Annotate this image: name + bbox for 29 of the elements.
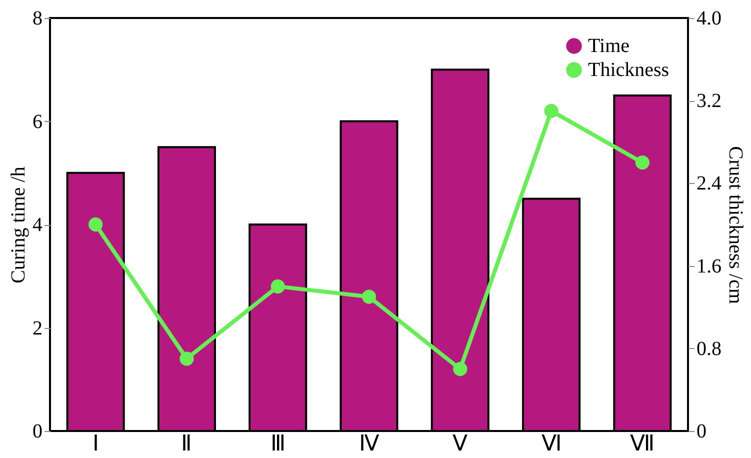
y2-tick-label: 3.2 xyxy=(696,90,722,112)
y-tick-label: 6 xyxy=(32,110,42,133)
y2-tick-label: 2.4 xyxy=(696,172,722,195)
y-tick-label: 2 xyxy=(32,317,42,340)
point xyxy=(453,362,468,376)
y-axis-title: Curing time /h xyxy=(8,166,30,284)
x-tick-label: Ⅳ xyxy=(359,430,380,456)
y2-axis-title: Crust thickness /cm xyxy=(724,146,746,304)
y2-tick-label: 4.0 xyxy=(696,8,722,30)
x-tick-label: Ⅱ xyxy=(181,430,192,456)
x-tick-label: Ⅵ xyxy=(541,430,562,456)
x-tick-label: Ⅰ xyxy=(92,430,99,456)
point xyxy=(270,279,285,294)
x-tick-label: Ⅶ xyxy=(630,430,655,456)
y2-tick-label: 0 xyxy=(696,420,706,442)
point xyxy=(180,352,194,366)
point xyxy=(88,217,103,232)
y-tick-label: 0 xyxy=(32,420,42,442)
x-tick-label: Ⅲ xyxy=(270,430,286,456)
y2-tick-label: 1.6 xyxy=(696,255,722,278)
point xyxy=(362,290,376,304)
y-tick-label: 8 xyxy=(32,8,42,30)
y2-tick-label: 0.8 xyxy=(696,338,722,360)
point xyxy=(544,104,558,118)
point xyxy=(635,155,650,170)
legend-label: Thickness xyxy=(588,59,670,81)
legend-label: Time xyxy=(588,35,630,57)
y-tick-label: 4 xyxy=(32,214,42,236)
x-tick-label: Ⅴ xyxy=(452,430,468,456)
